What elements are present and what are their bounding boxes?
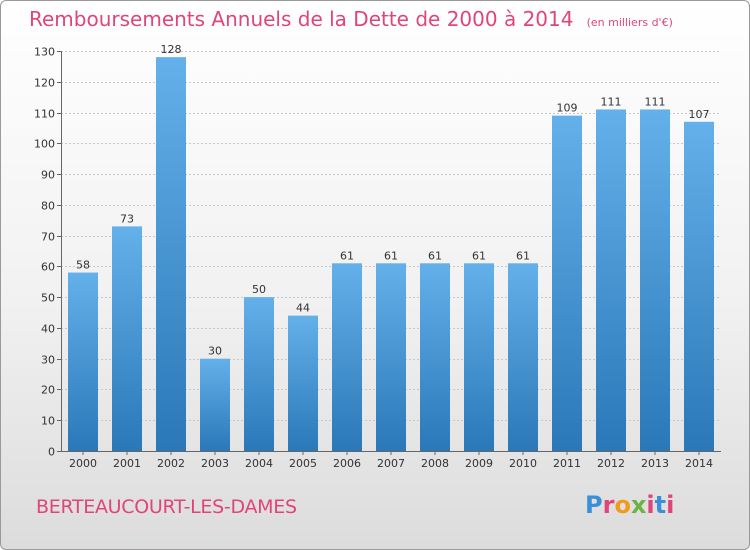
logo-letter: t xyxy=(654,491,667,519)
y-tick-label: 30 xyxy=(41,354,55,367)
logo-letter: r xyxy=(602,491,615,519)
bar-2005 xyxy=(288,315,318,451)
x-tick-label-2012: 2012 xyxy=(597,457,625,470)
bar-2011 xyxy=(552,115,582,451)
y-tick-label: 80 xyxy=(41,200,55,213)
y-tick-label: 60 xyxy=(41,261,55,274)
bars xyxy=(68,57,714,452)
logo-letter: i xyxy=(646,491,655,519)
x-tick-label-2013: 2013 xyxy=(641,457,669,470)
x-tick-label-2014: 2014 xyxy=(685,457,713,470)
bar-2009 xyxy=(464,263,494,451)
title-row: Remboursements Annuels de la Dette de 20… xyxy=(29,7,673,31)
y-tick-label: 50 xyxy=(41,292,55,305)
y-tick-label: 40 xyxy=(41,323,55,336)
x-tick-label-2010: 2010 xyxy=(509,457,537,470)
x-tick-label-2002: 2002 xyxy=(157,457,185,470)
bar-2001 xyxy=(112,226,142,451)
y-tick-label: 110 xyxy=(34,108,55,121)
data-label-2014: 107 xyxy=(689,108,710,121)
bar-2010 xyxy=(508,263,538,451)
labels: 58 73 128 30 50 44 61 61 61 61 61 109 111 111 107 xyxy=(76,43,710,358)
data-label-2007: 61 xyxy=(384,249,398,262)
data-label-2008: 61 xyxy=(428,249,442,262)
x-tick-label-2001: 2001 xyxy=(113,457,141,470)
data-label-2011: 109 xyxy=(557,102,578,115)
x-tick-label-2008: 2008 xyxy=(421,457,449,470)
data-label-2013: 111 xyxy=(645,95,666,108)
logo-letter: x xyxy=(630,491,647,519)
y-tick-label: 20 xyxy=(41,384,55,397)
y-tick-label: 130 xyxy=(34,46,55,59)
axes: 0 10 20 30 40 50 60 70 80 90 100 110 120 130 2000 2001 2… xyxy=(34,46,721,470)
data-label-2004: 50 xyxy=(252,283,266,296)
logo-letter: o xyxy=(614,491,631,519)
bar-2003 xyxy=(200,358,230,451)
chart-unit: (en milliers d'€) xyxy=(586,16,673,29)
logo-letter: i xyxy=(666,491,675,519)
y-tick-label: 0 xyxy=(48,446,55,459)
data-label-2000: 58 xyxy=(76,259,90,272)
data-label-2003: 30 xyxy=(208,345,222,358)
y-tick-label: 120 xyxy=(34,77,55,90)
place-name: BERTEAUCOURT-LES-DAMES xyxy=(36,496,297,518)
data-label-2009: 61 xyxy=(472,249,486,262)
bar-2013 xyxy=(640,109,670,451)
data-label-2006: 61 xyxy=(340,249,354,262)
bar-2002 xyxy=(156,57,186,452)
x-tick-label-2006: 2006 xyxy=(333,457,361,470)
y-tick-label: 70 xyxy=(41,231,55,244)
bar-2000 xyxy=(68,272,98,451)
x-tick-label-2011: 2011 xyxy=(553,457,581,470)
data-label-2001: 73 xyxy=(120,212,134,225)
y-tick-label: 10 xyxy=(41,415,55,428)
y-tick-label: 100 xyxy=(34,138,55,151)
chart-title: Remboursements Annuels de la Dette de 20… xyxy=(29,7,574,31)
x-tick-label-2005: 2005 xyxy=(289,457,317,470)
bar-2012 xyxy=(596,109,626,451)
data-label-2005: 44 xyxy=(296,302,310,315)
logo-letter: P xyxy=(585,491,603,519)
x-tick-label-2009: 2009 xyxy=(465,457,493,470)
x-tick-label-2007: 2007 xyxy=(377,457,405,470)
proxiti-logo[interactable]: Proxiti xyxy=(585,491,674,519)
bar-2008 xyxy=(420,263,450,451)
x-tick-label-2004: 2004 xyxy=(245,457,273,470)
bar-2007 xyxy=(376,263,406,451)
x-tick-label-2000: 2000 xyxy=(69,457,97,470)
x-tick-label-2003: 2003 xyxy=(201,457,229,470)
bar-2006 xyxy=(332,263,362,451)
data-label-2012: 111 xyxy=(601,95,622,108)
y-tick-label: 90 xyxy=(41,169,55,182)
data-label-2002: 128 xyxy=(161,43,182,56)
bar-2004 xyxy=(244,297,274,451)
data-label-2010: 61 xyxy=(516,249,530,262)
bar-2014 xyxy=(684,121,714,452)
